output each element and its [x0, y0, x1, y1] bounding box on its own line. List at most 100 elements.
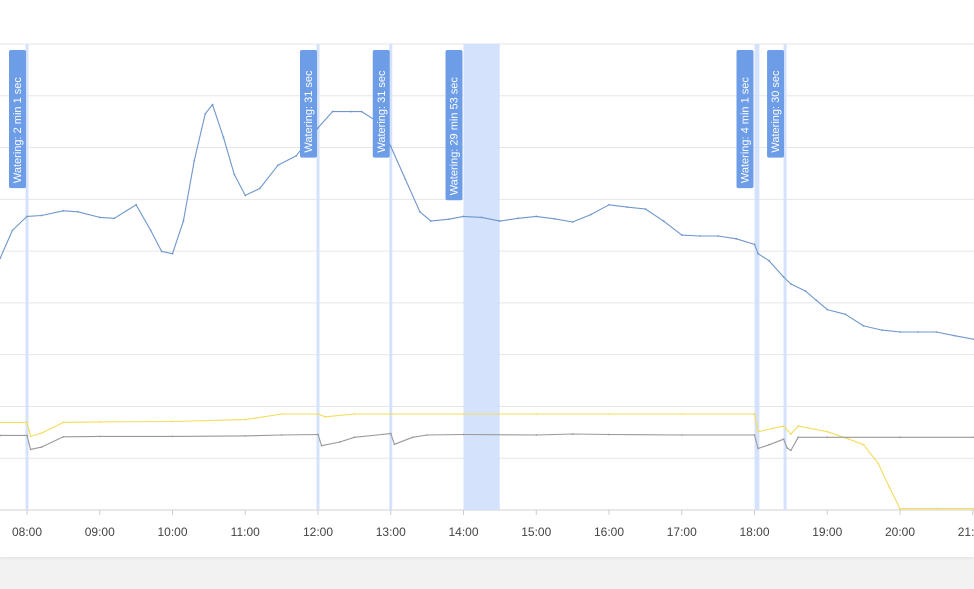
series-point: [782, 276, 785, 278]
series-point: [349, 110, 352, 113]
series-point: [844, 313, 847, 316]
series-point: [608, 413, 610, 415]
series-point: [753, 434, 756, 436]
series-point: [571, 433, 574, 435]
x-tick-label: 11:00: [231, 525, 260, 539]
series-point: [135, 203, 138, 206]
annotation: Watering: 29 min 53 sec: [445, 50, 463, 201]
series-point: [880, 329, 883, 332]
series-point: [517, 217, 519, 220]
x-tick-label: 14:00: [448, 525, 478, 539]
series-point: [40, 432, 43, 435]
series-point: [462, 215, 465, 218]
series-point: [171, 435, 174, 438]
watering-band: [25, 44, 29, 510]
series-point: [935, 507, 938, 510]
annotation-label: Watering: 31 sec: [376, 70, 388, 153]
series-point: [62, 435, 65, 438]
series-point: [233, 173, 236, 176]
series-point: [535, 434, 538, 436]
series-point: [193, 159, 196, 162]
series-point: [317, 126, 319, 129]
x-tick-label: 15:00: [521, 525, 551, 539]
series-point: [320, 444, 323, 447]
series-point: [389, 413, 392, 415]
series-point: [608, 433, 610, 436]
series-point: [0, 257, 1, 260]
series-point: [571, 221, 574, 223]
series-point: [753, 413, 756, 415]
series-point: [953, 334, 956, 337]
series-point: [77, 210, 79, 213]
annotation-badge: [9, 50, 26, 189]
series-point: [888, 485, 890, 488]
series-point: [411, 436, 414, 439]
series-point: [644, 208, 647, 210]
series-point: [757, 252, 760, 255]
series-point: [171, 420, 174, 423]
series-point: [899, 507, 901, 510]
series-point: [935, 331, 938, 333]
series-point: [608, 203, 610, 206]
series-point: [11, 229, 14, 232]
series-point: [0, 421, 1, 424]
series-point: [735, 237, 738, 240]
annotation: Watering: 4 min 1 sec: [736, 50, 754, 189]
series-point: [826, 308, 829, 311]
series-point: [680, 434, 683, 436]
series-point: [353, 436, 356, 439]
series-point: [782, 425, 785, 428]
series-point: [98, 435, 101, 438]
series-point: [62, 209, 65, 212]
series-point: [295, 154, 298, 157]
x-tick-label: 09:00: [85, 525, 115, 539]
annotation-label: Watering: 4 min 1 sec: [740, 77, 752, 183]
series-point: [899, 436, 901, 439]
annotation-badge: [767, 50, 785, 158]
series-point: [40, 214, 43, 217]
series-point: [680, 413, 683, 415]
watering-band: [463, 44, 500, 510]
series-point: [786, 447, 789, 449]
series-point: [26, 421, 28, 424]
annotation-badge: [300, 50, 317, 158]
series-point: [815, 299, 818, 302]
x-tick-label: 16:00: [594, 525, 624, 539]
series-point: [98, 421, 101, 423]
series-point: [789, 433, 792, 435]
series-point: [277, 164, 279, 167]
annotation: Watering: 31 sec: [372, 50, 390, 158]
series-point: [280, 413, 283, 415]
series-point: [498, 220, 501, 222]
series-point: [29, 448, 32, 451]
annotation-badge: [445, 50, 463, 201]
series-point: [826, 430, 829, 433]
series-point: [222, 136, 225, 139]
series-point: [338, 441, 341, 443]
series-point: [360, 110, 363, 113]
x-tick-label: 17:00: [667, 525, 697, 539]
series-point: [717, 235, 720, 237]
series-point: [862, 443, 865, 446]
series-point: [0, 434, 1, 437]
series-point: [182, 220, 185, 222]
series-point: [753, 243, 756, 246]
series-point: [418, 210, 421, 213]
series-point: [862, 325, 865, 327]
series-point: [626, 206, 629, 209]
annotation: Watering: 31 sec: [300, 50, 317, 158]
annotation-label: Watering: 2 min 1 sec: [12, 77, 24, 183]
series-point: [393, 443, 396, 446]
series-point: [149, 229, 152, 232]
x-tick-label: 12:00: [303, 525, 333, 539]
x-tick-label: 19:00: [812, 525, 842, 539]
series-point: [757, 447, 760, 450]
series-point: [699, 235, 701, 237]
series-point: [553, 217, 556, 220]
annotation-badge: [372, 50, 390, 158]
annotation-label: Watering: 30 sec: [770, 70, 782, 153]
series-point: [768, 443, 770, 446]
series-point: [899, 331, 901, 333]
series-point: [789, 449, 792, 452]
series-point: [462, 433, 465, 436]
